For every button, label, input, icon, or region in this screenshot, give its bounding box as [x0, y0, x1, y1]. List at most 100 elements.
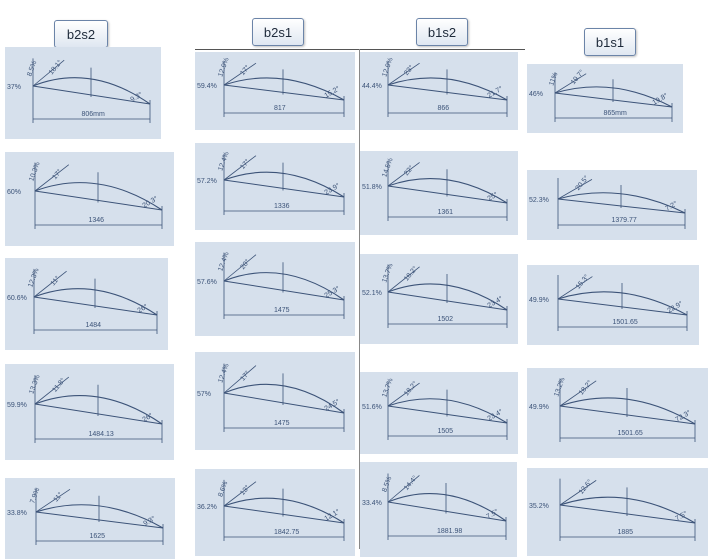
left-percent-label: 49.9%: [529, 297, 549, 304]
sketch-b1s1-3: 49.9% 15.3° 22.9° 1501.65: [527, 265, 699, 345]
profile-curve: [223, 497, 345, 524]
base-line: [557, 298, 688, 316]
header-rule: [195, 49, 525, 50]
right-angle-label: 9.3°: [142, 514, 157, 527]
right-angle-label: 20.3°: [141, 194, 159, 209]
profile-curve: [223, 77, 345, 101]
angle1-label: 13.2%: [553, 377, 566, 398]
angle-ray: [223, 155, 257, 181]
left-percent-label: 59.4%: [197, 83, 217, 90]
angle1-label: 8.5%: [26, 60, 38, 77]
left-percent-label: 33.8%: [7, 510, 27, 517]
angle-ray: [557, 179, 593, 200]
angle1-label: 8.6%: [217, 481, 229, 498]
angle1-label: 12.4%: [217, 251, 230, 272]
base-line: [387, 84, 508, 101]
angle1-label: 13.7%: [381, 263, 394, 284]
sketch-b2s1-5: 36.2% 8.6% 13° 12.1° 1842.75: [195, 469, 355, 556]
base-line: [32, 85, 151, 105]
base-line: [559, 504, 696, 524]
left-percent-label: 57.6%: [197, 279, 217, 286]
profile-curve: [387, 493, 507, 522]
span-label: 806mm: [82, 111, 106, 118]
header-b2s2: b2s2: [54, 20, 108, 48]
base-line: [223, 179, 345, 198]
right-angle-label: 23.9°: [323, 181, 341, 196]
sketch-b1s2-2: 51.8% 14.5% 22° 25° 1361: [360, 151, 518, 235]
angle-ray: [34, 376, 70, 405]
angle-ray: [559, 380, 597, 407]
left-percent-label: 35.2%: [529, 503, 549, 510]
angle2-label: 11.8°: [51, 376, 67, 393]
left-percent-label: 44.4%: [362, 83, 382, 90]
span-label: 1502: [438, 316, 454, 323]
base-line: [223, 392, 345, 414]
sketch-b1s2-4: 51.6% 13.7% 18.2° 23.4° 1505: [360, 372, 518, 454]
span-label: 817: [274, 105, 286, 112]
right-angle-label: 7.2°: [664, 199, 679, 212]
profile-curve: [559, 397, 696, 425]
profile-curve: [223, 383, 345, 414]
base-line: [223, 505, 345, 524]
sketch-b2s1-3: 57.6% 12.4% 20° 25.3° 1475: [195, 242, 355, 336]
sketch-b2s2-5: 33.8% 7.9% 11° 9.3° 1625: [5, 478, 175, 559]
angle-ray: [387, 62, 420, 86]
span-label: 1881.98: [437, 528, 462, 535]
angle-ray: [387, 266, 420, 293]
angle2-label: 20.5°: [574, 174, 591, 192]
sketch-b1s1-2: 52.3% 20.5° 7.2° 1379.77: [527, 170, 697, 240]
angle-ray: [35, 488, 71, 513]
profile-curve: [223, 171, 345, 198]
angle2-label: 19.7°: [569, 68, 586, 86]
sketch-b1s1-4: 49.9% 13.2% 18.2° 72.3° 1501.65: [527, 368, 708, 458]
span-label: 1475: [274, 420, 290, 427]
angle1-label: 12.9%: [217, 57, 230, 78]
angle2-label: 22°: [402, 164, 415, 177]
sketch-b1s2-3: 52.1% 13.7% 18.2° 23.4° 1502: [360, 254, 518, 344]
span-label: 1885: [618, 529, 634, 536]
base-line: [35, 511, 164, 529]
span-label: 1505: [438, 428, 454, 435]
base-line: [223, 84, 345, 101]
left-percent-label: 37%: [7, 84, 21, 91]
angle-ray: [32, 59, 65, 87]
angle1-label: 10.3%: [28, 161, 41, 182]
angle1-label: 7.9%: [29, 487, 41, 504]
angle-ray: [387, 475, 420, 503]
angle2-label: 18.2°: [402, 265, 419, 283]
angle-ray: [223, 254, 257, 282]
sketch-b2s1-2: 57.2% 12.4% 17° 23.9° 1336: [195, 143, 355, 230]
span-label: 1336: [274, 203, 290, 210]
angle-ray: [223, 481, 257, 507]
span-label: 1379.77: [612, 217, 637, 224]
sketch-b2s2-4: 59.9% 13.3% 11.8° 26° 1484.13: [5, 364, 174, 460]
left-percent-label: 49.9%: [529, 404, 549, 411]
angle2-label: 12.6°: [577, 478, 594, 496]
base-line: [387, 501, 507, 522]
sketch-b2s1-1: 59.4% 12.9% 17° 15.2° 817: [195, 52, 355, 130]
angle1-label: 12.4%: [217, 363, 230, 384]
right-angle-label: 12.1°: [323, 507, 341, 522]
angle-ray: [33, 270, 67, 298]
base-line: [387, 185, 508, 204]
base-line: [387, 405, 508, 424]
angle1-label: 13.7%: [381, 377, 394, 398]
sketch-b2s1-4: 57% 12.4% 17° 24.5° 1475: [195, 352, 355, 450]
angle2-label: 17°: [239, 157, 252, 170]
span-label: 1501.65: [618, 430, 643, 437]
angle1-label: 8.5%: [381, 476, 393, 493]
angle2-label: 14.4°: [402, 474, 419, 492]
left-percent-label: 52.1%: [362, 290, 382, 297]
base-line: [387, 291, 508, 311]
right-angle-label: 23.4°: [486, 407, 504, 422]
angle2-label: 18.1°: [47, 58, 64, 76]
right-angle-label: 26°: [141, 411, 154, 423]
angle-ray: [387, 382, 420, 407]
angle-ray: [554, 73, 587, 94]
span-label: 1501.65: [613, 319, 638, 326]
header-b1s2: b1s2: [416, 18, 468, 46]
span-label: 1346: [89, 217, 105, 224]
angle-ray: [223, 365, 257, 394]
angle2-label: 17°: [239, 64, 252, 77]
left-percent-label: 52.3%: [529, 197, 549, 204]
